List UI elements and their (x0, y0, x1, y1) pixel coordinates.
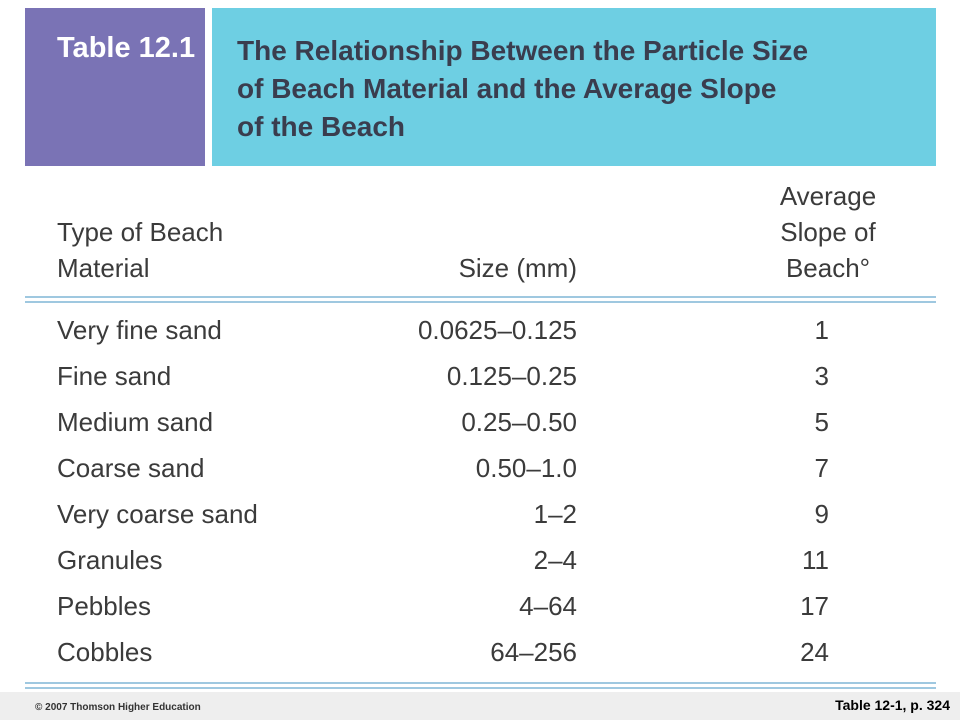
cell: 1 (814, 315, 829, 345)
title-line: of the Beach (237, 111, 406, 142)
title-line: The Relationship Between the Particle Si… (237, 35, 809, 66)
reference: Table 12-1, p. 324 (835, 697, 950, 713)
cell: 4–64 (519, 591, 577, 621)
column-header: Average (779, 181, 877, 211)
cell: 7 (814, 453, 829, 483)
title-box (212, 8, 936, 166)
table-label: Table 12.1 (57, 32, 196, 64)
rule (25, 687, 936, 689)
cell: 24 (800, 637, 829, 667)
copyright: © 2007 Thomson Higher Education (35, 702, 201, 713)
cell: Fine sand (57, 361, 172, 391)
table-title: The Relationship Between the Particle Si… (237, 32, 808, 146)
column-header: Type of Beach (57, 217, 224, 247)
label-box (25, 8, 205, 166)
footer-bar (0, 692, 960, 720)
cell: 0.50–1.0 (475, 453, 577, 483)
column-header: Size (mm) (458, 253, 577, 283)
rule (25, 301, 936, 303)
cell: 5 (814, 407, 829, 437)
cell: 17 (800, 591, 829, 621)
cell: Granules (57, 545, 163, 575)
cell: 1–2 (533, 499, 577, 529)
cell: Pebbles (57, 591, 151, 621)
title-line: of Beach Material and the Average Slope (237, 73, 777, 104)
cell: 3 (814, 361, 829, 391)
column-header: Slope of (780, 217, 876, 247)
rule (25, 296, 936, 298)
cell: Medium sand (57, 407, 214, 437)
cell: Very coarse sand (57, 499, 258, 529)
cell: 64–256 (490, 637, 577, 667)
cell: 11 (802, 545, 829, 575)
cell: 0.0625–0.125 (417, 315, 577, 345)
cell: 2–4 (533, 545, 577, 575)
rule (25, 682, 936, 684)
cell: 0.125–0.25 (446, 361, 577, 391)
column-header: Beach° (785, 253, 871, 283)
cell: 0.25–0.50 (461, 407, 577, 437)
cell: Coarse sand (57, 453, 205, 483)
cell: 9 (814, 499, 829, 529)
cell: Cobbles (57, 637, 153, 667)
column-header: Material (57, 253, 150, 283)
cell: Very fine sand (57, 315, 222, 345)
